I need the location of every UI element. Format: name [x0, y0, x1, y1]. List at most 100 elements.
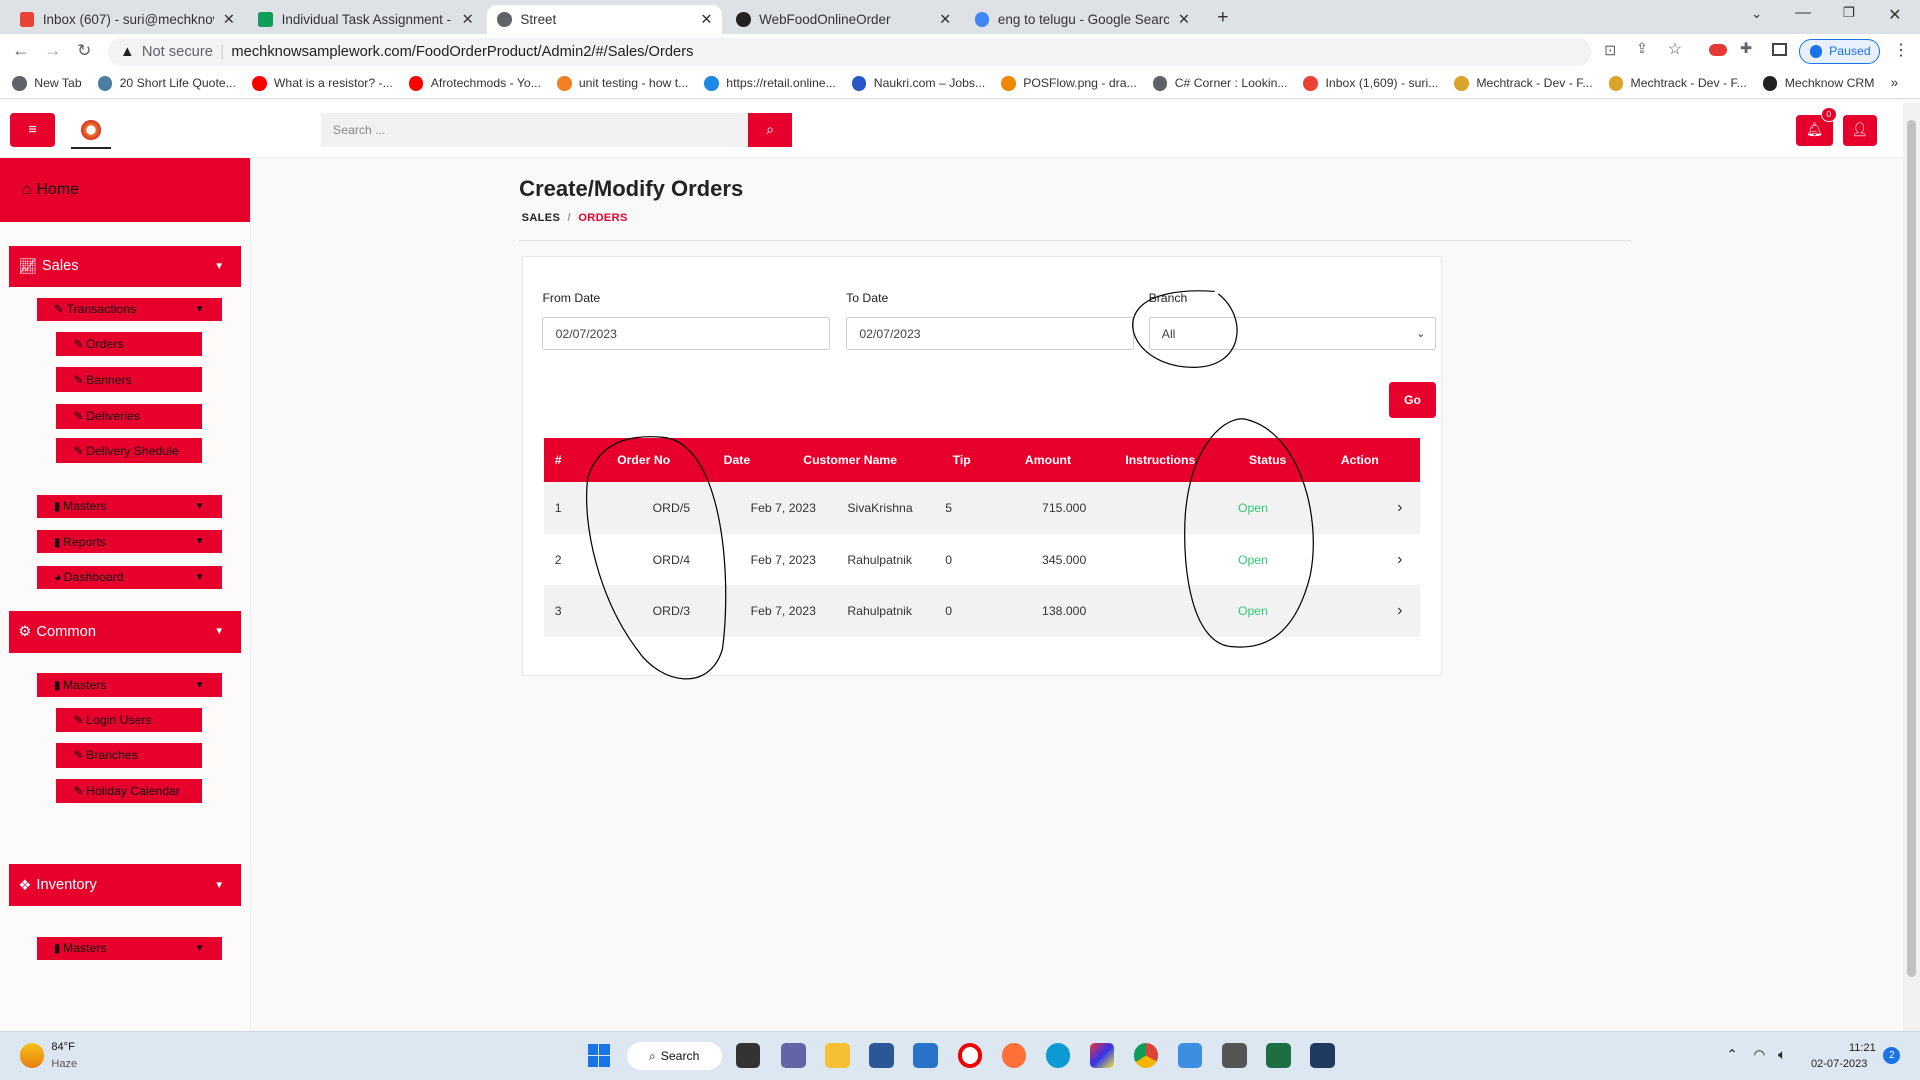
chevron-right-icon[interactable]: › — [1397, 550, 1403, 568]
page-scrollbar[interactable] — [1902, 102, 1920, 1031]
sidebar-item-orders[interactable]: ✎ Orders — [56, 331, 203, 357]
excel-icon[interactable] — [1266, 1043, 1291, 1068]
paint-icon[interactable] — [1089, 1043, 1115, 1068]
col-header-status[interactable]: Status — [1248, 453, 1287, 468]
browser-tab[interactable]: Individual Task Assignment - Goo ✕ — [249, 5, 484, 34]
to-date-input[interactable]: 02/07/2023 — [846, 317, 1134, 351]
taskbar-search[interactable]: ⌕ Search — [626, 1042, 723, 1071]
sidebar-item-common-masters[interactable]: ▮ Masters ▼ — [36, 673, 222, 697]
go-button[interactable]: Go — [1388, 382, 1437, 418]
share-icon[interactable]: ⇪ — [1635, 41, 1649, 58]
sidebar-item-sales[interactable]: 📈︎ Sales ▼ — [8, 246, 242, 287]
browser-tab[interactable]: WebFoodOnlineOrder ✕ — [726, 5, 961, 34]
col-header-customer[interactable]: Customer Name — [803, 453, 898, 468]
bookmark-item[interactable]: Mechtrack - Dev - F... — [1454, 76, 1593, 91]
bookmark-item[interactable]: Mechknow CRM — [1762, 76, 1874, 91]
table-row[interactable]: 2 ORD/4 Feb 7, 2023 Rahulpatnik 0 345.000 Open… — [544, 534, 1421, 585]
chrome-menu-icon[interactable]: ⋮ — [1893, 42, 1909, 60]
col-header-tip[interactable]: Tip — [952, 453, 971, 468]
terminal-icon[interactable] — [1310, 1043, 1335, 1068]
mail-icon[interactable] — [913, 1043, 938, 1068]
close-tab-icon[interactable]: ✕ — [939, 12, 952, 29]
scrollbar-thumb[interactable] — [1906, 119, 1917, 978]
store-icon[interactable] — [869, 1043, 894, 1068]
side-panel-icon[interactable] — [1771, 42, 1787, 57]
close-tab-icon[interactable]: ✕ — [1177, 12, 1191, 29]
browser-tab[interactable]: Inbox (607) - suri@mechknowsoft ✕ — [10, 5, 245, 34]
task-view-icon[interactable] — [735, 1043, 761, 1068]
minimize-button[interactable]: — — [1795, 3, 1811, 21]
sidebar-item-inventory[interactable]: ❖ Inventory ▼ — [8, 864, 242, 907]
user-menu-button[interactable]: 👤︎ — [1842, 115, 1878, 146]
search-input[interactable]: Search ... — [320, 112, 749, 147]
from-date-input[interactable]: 02/07/2023 — [542, 317, 831, 351]
weather-temp[interactable]: 84°F — [51, 1040, 75, 1053]
bookmark-item[interactable]: What is a resistor? -... — [251, 76, 393, 91]
bookmark-item[interactable]: Mechtrack - Dev - F... — [1608, 76, 1747, 91]
omnibox[interactable]: ▲ Not secure | mechknowsamplework.com/Fo… — [107, 37, 1592, 67]
profile-paused-button[interactable]: Paused — [1798, 39, 1880, 64]
bookmark-item[interactable]: Naukri.com – Jobs... — [851, 76, 985, 91]
clock-date[interactable]: 02-07-2023 — [1811, 1057, 1868, 1070]
bookmark-item[interactable]: unit testing - how t... — [556, 76, 688, 91]
windows-start-icon[interactable] — [587, 1044, 610, 1067]
reload-icon[interactable]: ↻ — [77, 40, 92, 61]
wifi-icon[interactable]: ◠ — [1753, 1046, 1766, 1062]
notepad-icon[interactable] — [1177, 1043, 1203, 1068]
firefox-icon[interactable] — [1001, 1043, 1027, 1068]
bookmark-item[interactable]: New Tab — [12, 76, 82, 91]
new-tab-button[interactable]: + — [1217, 6, 1229, 29]
close-tab-icon[interactable]: ✕ — [222, 12, 236, 29]
sidebar-item-login-users[interactable]: ✎ Login Users — [56, 707, 203, 733]
branch-select[interactable]: All ⌄ — [1148, 317, 1437, 351]
search-button[interactable]: ⌕ — [748, 112, 793, 147]
bookmark-item[interactable]: Afrotechmods - Yo... — [408, 76, 541, 91]
sidebar-item-reports[interactable]: ▮ Reports ▼ — [36, 530, 222, 554]
back-icon[interactable]: ← — [12, 40, 30, 61]
file-explorer-icon[interactable] — [825, 1043, 850, 1068]
restore-button[interactable]: ❐ — [1842, 4, 1855, 20]
bookmark-item[interactable]: POSFlow.png - dra... — [1001, 76, 1137, 91]
clock-time[interactable]: 11:21 — [1848, 1042, 1876, 1055]
forward-icon[interactable]: → — [44, 40, 62, 61]
calculator-icon[interactable] — [1222, 1043, 1247, 1068]
close-tab-icon[interactable]: ✕ — [461, 12, 474, 29]
sidebar-item-delivery-shedule[interactable]: ✎ Delivery Shedule — [56, 438, 203, 463]
chrome-icon[interactable] — [1133, 1043, 1159, 1068]
bookmark-item[interactable]: Inbox (1,609) - suri... — [1303, 76, 1438, 91]
chevron-right-icon[interactable]: › — [1397, 601, 1403, 619]
menu-toggle-button[interactable]: ≡ — [9, 112, 56, 147]
sidebar-item-deliveries[interactable]: ✎ Deliveries — [56, 404, 203, 429]
col-header-date[interactable]: Date — [723, 453, 751, 468]
bookmark-item[interactable]: 20 Short Life Quote... — [97, 76, 236, 91]
sidebar-item-branches[interactable]: ✎ Branches — [56, 743, 203, 768]
sidebar-item-home[interactable]: ⌂ Home — [0, 157, 250, 222]
close-window-button[interactable]: ✕ — [1888, 6, 1902, 24]
edge-icon[interactable] — [1045, 1043, 1071, 1068]
extensions-puzzle-icon[interactable]: ✚ — [1740, 41, 1753, 58]
sidebar-item-dashboard[interactable]: ◕ Dashboard ▼ — [36, 565, 222, 589]
extension-icon[interactable] — [1709, 44, 1727, 57]
bookmark-star-icon[interactable]: ☆ — [1667, 41, 1683, 59]
translate-icon[interactable]: ⊡ — [1604, 42, 1617, 59]
close-tab-icon[interactable]: ✕ — [700, 12, 713, 29]
breadcrumb-sales[interactable]: SALES — [521, 211, 561, 224]
opera-icon[interactable] — [957, 1043, 983, 1068]
bookmark-item[interactable]: https://retail.online... — [704, 76, 836, 91]
sidebar-item-holiday-calendar[interactable]: ✎ Holiday Calendar — [56, 778, 203, 804]
table-row[interactable]: 3 ORD/3 Feb 7, 2023 Rahulpatnik 0 138.000 Open… — [543, 585, 1421, 637]
more-bookmarks-icon[interactable]: » — [1890, 74, 1899, 90]
col-header-instructions[interactable]: Instructions — [1125, 453, 1196, 468]
browser-tab[interactable]: eng to telugu - Google Search ✕ — [965, 5, 1200, 34]
sidebar-item-inventory-masters[interactable]: ▮ Masters ▼ — [36, 936, 222, 960]
browser-tab-active[interactable]: Street ✕ — [487, 4, 723, 35]
volume-icon[interactable]: 🔈︎ — [1777, 1046, 1787, 1062]
notification-center-badge[interactable]: 2 — [1883, 1046, 1901, 1065]
sidebar-item-banners[interactable]: ✎ Banners — [56, 367, 203, 392]
tab-search-icon[interactable]: ⌄ — [1751, 6, 1763, 22]
weather-haze-icon[interactable] — [19, 1043, 45, 1068]
col-header-amount[interactable]: Amount — [1024, 453, 1072, 468]
chevron-right-icon[interactable]: › — [1397, 499, 1403, 517]
security-indicator[interactable]: Not secure — [141, 44, 213, 61]
table-row[interactable]: 1 ORD/5 Feb 7, 2023 SivaKrishna 5 715.000 Open… — [543, 482, 1421, 534]
